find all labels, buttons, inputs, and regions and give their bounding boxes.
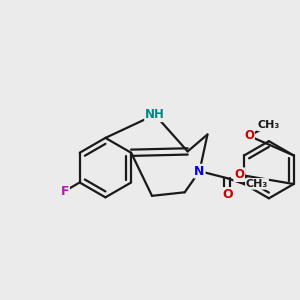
Text: O: O [244,129,254,142]
Text: O: O [234,168,244,181]
Text: CH₃: CH₃ [246,179,268,189]
Text: CH₃: CH₃ [258,120,280,130]
Text: F: F [61,184,69,198]
Text: N: N [194,165,205,178]
Text: O: O [222,188,232,201]
Text: NH: NH [145,108,165,121]
